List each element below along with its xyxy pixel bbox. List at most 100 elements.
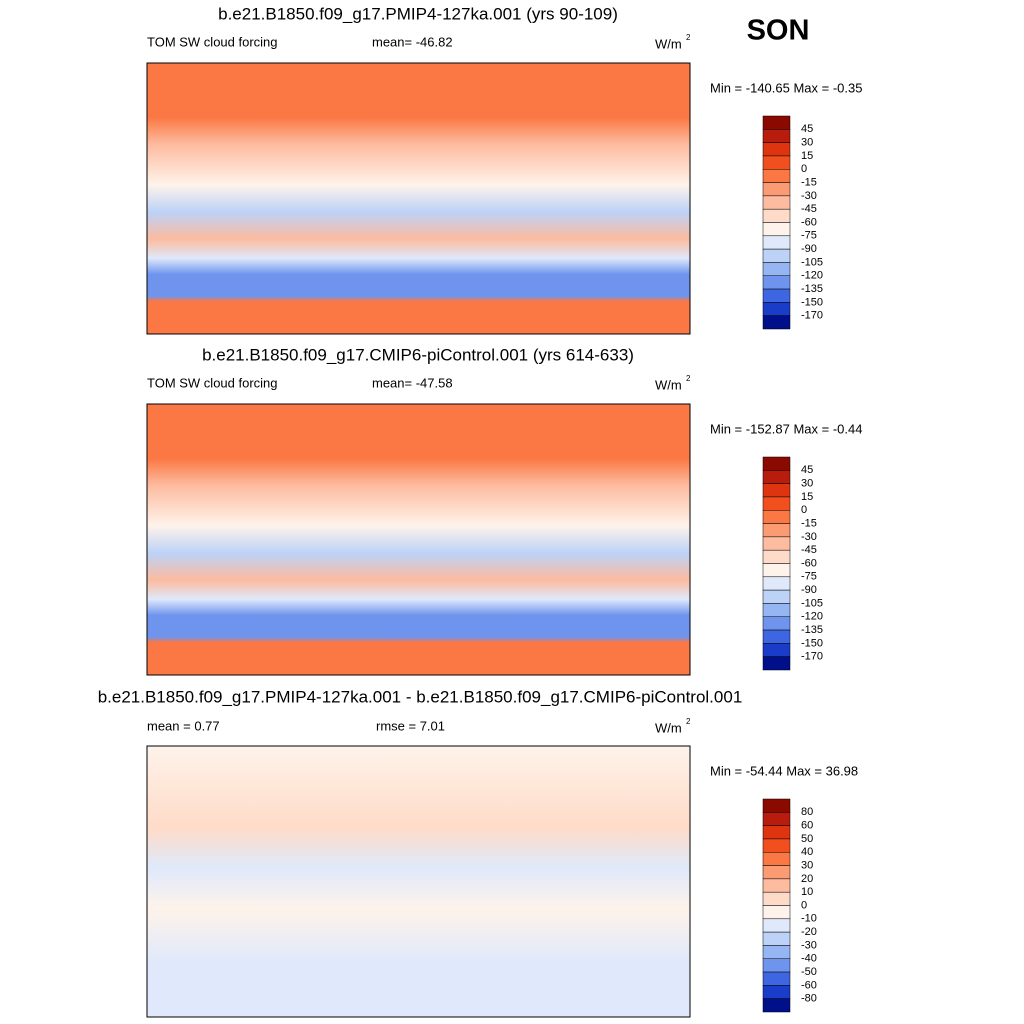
colorbar-label: -60 [801, 979, 817, 991]
colorbar-label: 30 [801, 859, 813, 871]
colorbar-box [762, 812, 791, 826]
colorbar-label: -135 [801, 624, 823, 636]
colorbar-label: -90 [801, 243, 817, 255]
center-label: rmse = 7.01 [376, 718, 445, 733]
colorbar-label: -120 [801, 611, 823, 623]
colorbar-box [762, 115, 791, 130]
colorbar-box [762, 169, 791, 183]
colorbar-label: -150 [801, 296, 823, 308]
colorbar-label: 40 [801, 846, 813, 858]
colorbar-label: 50 [801, 833, 813, 845]
colorbar-label: 30 [801, 137, 813, 149]
colorbar-label: 60 [801, 820, 813, 832]
colorbar-box [762, 235, 791, 250]
colorbar-label: -60 [801, 557, 817, 569]
colorbar-box [762, 576, 791, 591]
panel-title: b.e21.B1850.f09_g17.PMIP4-127ka.001 - b.… [98, 687, 743, 706]
units: W/m [655, 36, 682, 51]
colorbar-box [762, 616, 791, 631]
units-sup: 2 [686, 374, 691, 383]
season-label: SON [747, 15, 810, 47]
colorbar-box [762, 222, 791, 237]
colorbar-label: -30 [801, 939, 817, 951]
colorbar-box [762, 589, 791, 604]
colorbar-box [762, 262, 791, 276]
colorbar-label: -105 [801, 597, 823, 609]
colorbar-box [762, 656, 791, 671]
colorbar-box [762, 971, 791, 986]
colorbar-box [762, 483, 791, 498]
map-field [146, 403, 691, 676]
colorbar-label: 10 [801, 886, 813, 898]
panel-title: b.e21.B1850.f09_g17.CMIP6-piControl.001 … [202, 345, 634, 364]
colorbar-box [762, 195, 791, 210]
colorbar-label: -80 [801, 993, 817, 1005]
center-label: mean= -47.58 [372, 375, 453, 390]
colorbar-box [762, 629, 791, 644]
panel-title: b.e21.B1850.f09_g17.PMIP4-127ka.001 (yrs… [218, 4, 618, 23]
colorbar-label: -75 [801, 230, 817, 242]
colorbar-label: 0 [801, 899, 807, 911]
colorbar-box [762, 288, 791, 303]
map-field [146, 62, 691, 335]
colorbar-box [762, 155, 791, 170]
colorbar-box [762, 470, 791, 484]
colorbar-label: -40 [801, 953, 817, 965]
colorbar-label: -75 [801, 571, 817, 583]
colorbar-box [762, 798, 791, 813]
colorbar-box [762, 985, 791, 999]
colorbar-box [762, 248, 791, 263]
colorbar-box [762, 208, 791, 223]
colorbar-label: 15 [801, 150, 813, 162]
colorbar-box [762, 302, 791, 316]
colorbar-label: -90 [801, 584, 817, 596]
colorbar-box [762, 315, 791, 330]
colorbar-label: -170 [801, 651, 823, 663]
colorbar-label: 45 [801, 123, 813, 135]
colorbar-label: -15 [801, 517, 817, 529]
colorbar-box [762, 891, 791, 906]
colorbar-label: -30 [801, 531, 817, 543]
colorbar-label: -170 [801, 310, 823, 322]
colorbar-box [762, 865, 791, 880]
colorbar-box [762, 878, 791, 893]
colorbar-box [762, 825, 791, 840]
colorbar-box [762, 523, 791, 538]
colorbar-box [762, 945, 791, 959]
colorbar-box [762, 496, 791, 511]
colorbar-label: -15 [801, 176, 817, 188]
colorbar-label: -135 [801, 283, 823, 295]
colorbar-box [762, 563, 791, 578]
colorbar-box [762, 852, 791, 866]
colorbar-box [762, 905, 791, 920]
left-label: mean = 0.77 [147, 718, 220, 733]
colorbar-label: -20 [801, 926, 817, 938]
colorbar-label: 45 [801, 464, 813, 476]
colorbar-box [762, 456, 791, 471]
colorbar-box [762, 931, 791, 946]
colorbar-label: -45 [801, 544, 817, 556]
colorbar-label: 15 [801, 491, 813, 503]
colorbar-box [762, 182, 791, 197]
colorbar-label: 30 [801, 478, 813, 490]
colorbar-label: -10 [801, 913, 817, 925]
colorbar-label: -45 [801, 203, 817, 215]
left-label: TOM SW cloud forcing [147, 34, 278, 49]
colorbar-box [762, 275, 791, 290]
min-max: Min = -140.65 Max = -0.35 [710, 80, 862, 95]
colorbar-box [762, 603, 791, 617]
colorbar-label: -50 [801, 966, 817, 978]
colorbar-box [762, 142, 791, 157]
min-max: Min = -152.87 Max = -0.44 [710, 421, 862, 436]
min-max: Min = -54.44 Max = 36.98 [710, 763, 858, 778]
colorbar-label: -105 [801, 256, 823, 268]
colorbar-label: 20 [801, 873, 813, 885]
units: W/m [655, 377, 682, 392]
colorbar-label: -150 [801, 637, 823, 649]
colorbar-box [762, 510, 791, 524]
colorbar-box [762, 129, 791, 143]
colorbar-label: 80 [801, 806, 813, 818]
units: W/m [655, 720, 682, 735]
colorbar-label: -60 [801, 216, 817, 228]
